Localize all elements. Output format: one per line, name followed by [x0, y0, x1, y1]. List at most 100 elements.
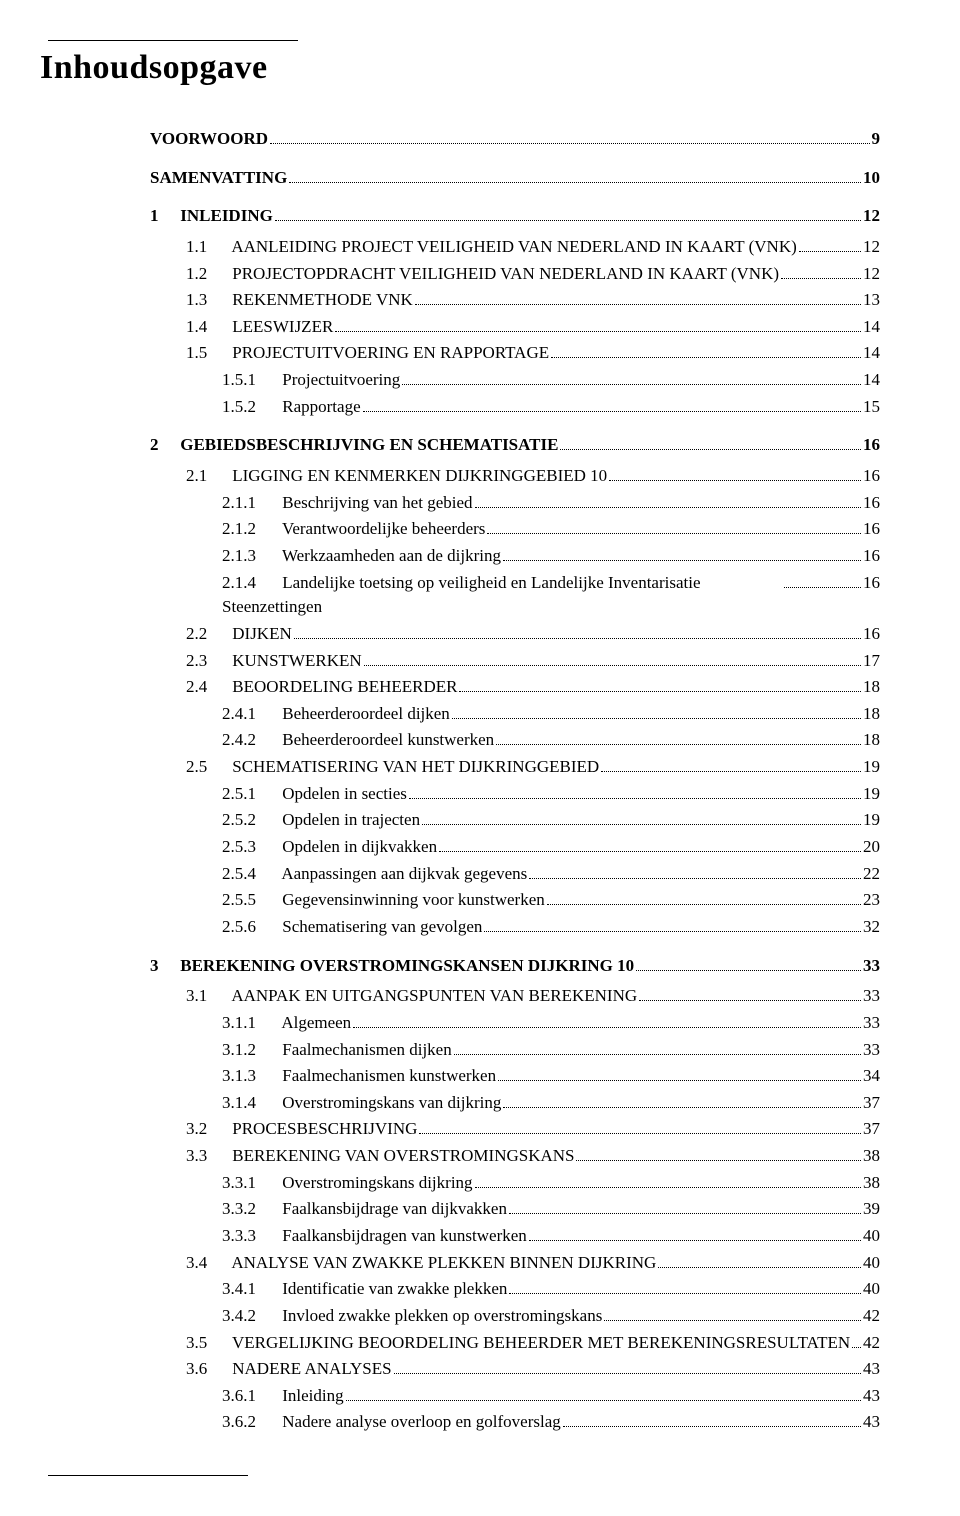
toc-entry[interactable]: 3.3.3 Faalkansbijdragen van kunstwerken4…	[150, 1224, 880, 1249]
table-of-contents: VOORWOORD9SAMENVATTING101 INLEIDING121.1…	[150, 127, 880, 1435]
toc-entry[interactable]: 1.5.1 Projectuitvoering14	[150, 368, 880, 393]
toc-entry[interactable]: 1.1 AANLEIDING PROJECT VEILIGHEID VAN NE…	[150, 235, 880, 260]
toc-entry[interactable]: 3.5 VERGELIJKING BEOORDELING BEHEERDER M…	[150, 1331, 880, 1356]
toc-entry[interactable]: 3.1.4 Overstromingskans van dijkring37	[150, 1091, 880, 1116]
toc-entry-page: 12	[863, 204, 880, 229]
toc-entry[interactable]: 3 BEREKENING OVERSTROMINGSKANSEN DIJKRIN…	[150, 954, 880, 979]
toc-entry-number: 1.1	[186, 235, 228, 260]
toc-entry[interactable]: 2.5.4 Aanpassingen aan dijkvak gegevens 2…	[150, 862, 880, 887]
toc-entry[interactable]: 3.4 ANALYSE VAN ZWAKKE PLEKKEN BINNEN DI…	[150, 1251, 880, 1276]
toc-entry[interactable]: 3.1.3 Faalmechanismen kunstwerken34	[150, 1064, 880, 1089]
toc-entry[interactable]: 2 GEBIEDSBESCHRIJVING EN SCHEMATISATIE16	[150, 433, 880, 458]
toc-entry[interactable]: 1.3 REKENMETHODE VNK13	[150, 288, 880, 313]
toc-entry[interactable]: 2.5.6 Schematisering van gevolgen32	[150, 915, 880, 940]
toc-entry-label: 2.5.2 Opdelen in trajecten	[222, 808, 420, 833]
toc-entry[interactable]: 1 INLEIDING12	[150, 204, 880, 229]
toc-entry[interactable]: 3.4.2 Invloed zwakke plekken op overstro…	[150, 1304, 880, 1329]
toc-entry[interactable]: 2.5 SCHEMATISERING VAN HET DIJKRINGGEBIE…	[150, 755, 880, 780]
toc-entry-text: AANPAK EN UITGANGSPUNTEN VAN BEREKENING	[231, 986, 637, 1005]
toc-entry-page: 37	[863, 1117, 880, 1142]
toc-entry[interactable]: SAMENVATTING10	[150, 166, 880, 191]
toc-entry-label: 2.1.3 Werkzaamheden aan de dijkring	[222, 544, 501, 569]
toc-entry[interactable]: 3.3.1 Overstromingskans dijkring38	[150, 1171, 880, 1196]
toc-entry-text: INLEIDING	[180, 206, 273, 225]
toc-leader-dots	[459, 691, 861, 692]
toc-entry[interactable]: 2.3 KUNSTWERKEN17	[150, 649, 880, 674]
toc-entry[interactable]: 2.1 LIGGING EN KENMERKEN DIJKRINGGEBIED …	[150, 464, 880, 489]
toc-entry-label: 2.2 DIJKEN	[186, 622, 292, 647]
toc-entry[interactable]: 2.5.3 Opdelen in dijkvakken20	[150, 835, 880, 860]
bottom-rule	[48, 1475, 248, 1476]
toc-entry[interactable]: 3.1.2 Faalmechanismen dijken33	[150, 1038, 880, 1063]
toc-entry-label: SAMENVATTING	[150, 166, 287, 191]
toc-entry[interactable]: 3.1 AANPAK EN UITGANGSPUNTEN VAN BEREKEN…	[150, 984, 880, 1009]
toc-entry-label: 3.6.1 Inleiding	[222, 1384, 344, 1409]
toc-entry[interactable]: 2.4.1 Beheerderoordeel dijken18	[150, 702, 880, 727]
toc-leader-dots	[335, 331, 861, 332]
toc-entry-label: 3.6.2 Nadere analyse overloop en golfove…	[222, 1410, 561, 1435]
toc-entry[interactable]: 3.3 BEREKENING VAN OVERSTROMINGSKANS38	[150, 1144, 880, 1169]
toc-leader-dots	[270, 143, 869, 144]
toc-entry-text: Landelijke toetsing op veiligheid en Lan…	[222, 573, 701, 617]
toc-entry[interactable]: 2.1.2 Verantwoordelijke beheerders16	[150, 517, 880, 542]
toc-entry-text: AANLEIDING PROJECT VEILIGHEID VAN NEDERL…	[231, 237, 796, 256]
toc-entry-number: 2.1	[186, 464, 228, 489]
toc-entry[interactable]: 2.2 DIJKEN16	[150, 622, 880, 647]
toc-entry-label: 2.4 BEOORDELING BEHEERDER	[186, 675, 457, 700]
toc-entry-page: 22	[863, 862, 880, 887]
toc-entry-number: 1.2	[186, 262, 228, 287]
toc-entry-label: 3.1 AANPAK EN UITGANGSPUNTEN VAN BEREKEN…	[186, 984, 637, 1009]
toc-entry[interactable]: 3.6.2 Nadere analyse overloop en golfove…	[150, 1410, 880, 1435]
toc-entry-page: 14	[863, 341, 880, 366]
toc-entry-text: Overstromingskans dijkring	[282, 1173, 472, 1192]
toc-entry[interactable]: 2.5.2 Opdelen in trajecten19	[150, 808, 880, 833]
toc-entry-number: 3.3.1	[222, 1171, 278, 1196]
toc-entry-label: 2.1.4 Landelijke toetsing op veiligheid …	[222, 571, 782, 620]
toc-entry-text: Werkzaamheden aan de dijkring	[282, 546, 501, 565]
toc-entry[interactable]: 2.1.1 Beschrijving van het gebied16	[150, 491, 880, 516]
toc-entry[interactable]: 2.5.1 Opdelen in secties19	[150, 782, 880, 807]
toc-entry[interactable]: 2.4 BEOORDELING BEHEERDER18	[150, 675, 880, 700]
toc-entry-page: 32	[863, 915, 880, 940]
toc-leader-dots	[422, 824, 861, 825]
toc-entry[interactable]: VOORWOORD9	[150, 127, 880, 152]
toc-entry[interactable]: 3.1.1 Algemeen33	[150, 1011, 880, 1036]
toc-entry[interactable]: 1.2 PROJECTOPDRACHT VEILIGHEID VAN NEDER…	[150, 262, 880, 287]
toc-entry-label: 2.3 KUNSTWERKEN	[186, 649, 362, 674]
toc-entry-text: VERGELIJKING BEOORDELING BEHEERDER MET B…	[232, 1333, 850, 1352]
toc-entry-number: 3.4.1	[222, 1277, 278, 1302]
toc-entry-number: 1.3	[186, 288, 228, 313]
toc-entry-label: 3.2 PROCESBESCHRIJVING	[186, 1117, 417, 1142]
toc-entry-label: 3.4.1 Identificatie van zwakke plekken	[222, 1277, 507, 1302]
toc-entry[interactable]: 2.5.5 Gegevensinwinning voor kunstwerken…	[150, 888, 880, 913]
toc-leader-dots	[576, 1160, 861, 1161]
toc-entry-page: 40	[863, 1224, 880, 1249]
toc-entry-number: 3.5	[186, 1331, 228, 1356]
toc-entry[interactable]: 2.1.4 Landelijke toetsing op veiligheid …	[150, 571, 880, 620]
toc-entry[interactable]: 1.4 LEESWIJZER14	[150, 315, 880, 340]
toc-entry[interactable]: 3.6 NADERE ANALYSES43	[150, 1357, 880, 1382]
toc-entry-label: 3.3.1 Overstromingskans dijkring	[222, 1171, 473, 1196]
toc-entry-text: LIGGING EN KENMERKEN DIJKRINGGEBIED 10	[232, 466, 607, 485]
toc-entry-label: 2.5.4 Aanpassingen aan dijkvak gegevens	[222, 862, 527, 887]
toc-leader-dots	[419, 1133, 861, 1134]
toc-entry[interactable]: 3.4.1 Identificatie van zwakke plekken40	[150, 1277, 880, 1302]
toc-entry-text: PROCESBESCHRIJVING	[232, 1119, 417, 1138]
toc-entry[interactable]: 3.2 PROCESBESCHRIJVING 37	[150, 1117, 880, 1142]
toc-entry-text: Faalkansbijdrage van dijkvakken	[282, 1199, 507, 1218]
toc-leader-dots	[509, 1213, 861, 1214]
toc-entry-text: Faalkansbijdragen van kunstwerken	[282, 1226, 527, 1245]
toc-entry-page: 39	[863, 1197, 880, 1222]
toc-entry-label: 3.3.2 Faalkansbijdrage van dijkvakken	[222, 1197, 507, 1222]
toc-entry[interactable]: 2.4.2 Beheerderoordeel kunstwerken18	[150, 728, 880, 753]
toc-entry[interactable]: 3.6.1 Inleiding 43	[150, 1384, 880, 1409]
toc-entry-page: 16	[863, 517, 880, 542]
toc-entry[interactable]: 2.1.3 Werkzaamheden aan de dijkring16	[150, 544, 880, 569]
toc-entry-page: 13	[863, 288, 880, 313]
toc-entry[interactable]: 1.5 PROJECTUITVOERING EN RAPPORTAGE14	[150, 341, 880, 366]
toc-entry-label: 3.4 ANALYSE VAN ZWAKKE PLEKKEN BINNEN DI…	[186, 1251, 656, 1276]
toc-entry-page: 43	[863, 1384, 880, 1409]
toc-leader-dots	[294, 638, 861, 639]
toc-entry[interactable]: 3.3.2 Faalkansbijdrage van dijkvakken 39	[150, 1197, 880, 1222]
toc-entry[interactable]: 1.5.2 Rapportage15	[150, 395, 880, 420]
